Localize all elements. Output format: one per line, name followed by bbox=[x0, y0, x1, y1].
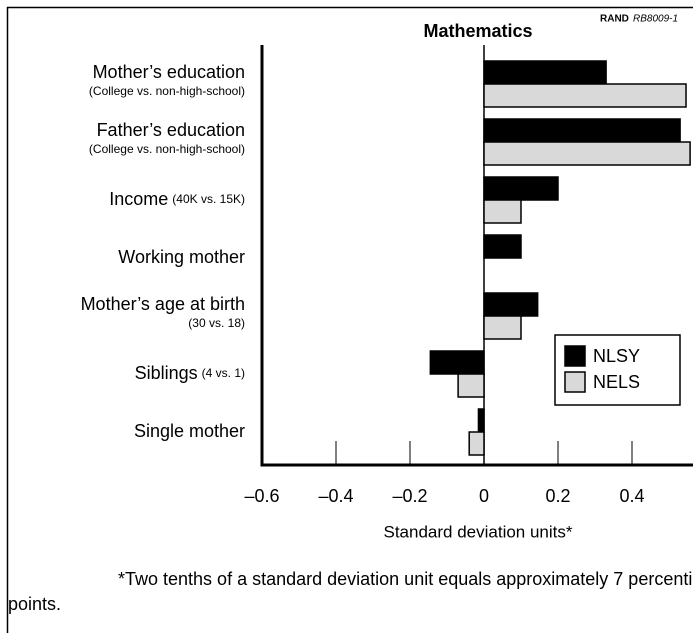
bar bbox=[483, 118, 681, 143]
bar bbox=[483, 176, 559, 201]
x-axis-label: Standard deviation units* bbox=[383, 522, 572, 541]
x-tick-label: 0 bbox=[479, 486, 489, 506]
category-name: Income bbox=[109, 189, 168, 209]
bar bbox=[483, 234, 522, 259]
category-label: Single mother bbox=[134, 421, 245, 441]
bar bbox=[483, 315, 522, 340]
legend-label: NLSY bbox=[593, 346, 640, 366]
category-note: (30 vs. 18) bbox=[188, 316, 245, 330]
category-label: Income (40K vs. 15K) bbox=[109, 189, 245, 209]
chart-title: Mathematics bbox=[423, 21, 532, 41]
legend-swatch bbox=[564, 371, 586, 393]
category-label: Mother’s education bbox=[93, 62, 245, 82]
legend-swatch bbox=[564, 345, 586, 367]
category-name: Mother’s age at birth bbox=[81, 294, 245, 314]
legend-label: NELS bbox=[593, 372, 640, 392]
category-name: Siblings bbox=[135, 363, 198, 383]
category-label: Father’s education bbox=[97, 120, 245, 140]
x-tick-label: 0.4 bbox=[619, 486, 644, 506]
category-note: (40K vs. 15K) bbox=[172, 192, 245, 206]
bar bbox=[477, 408, 485, 433]
source-label: RAND bbox=[600, 14, 629, 25]
bar bbox=[457, 373, 485, 398]
bar bbox=[483, 292, 539, 317]
bar bbox=[483, 83, 687, 108]
footnote: *Two tenths of a standard deviation unit… bbox=[8, 569, 693, 614]
category-name: Mother’s education bbox=[93, 62, 245, 82]
x-tick-label: –0.6 bbox=[244, 486, 279, 506]
category-note: (4 vs. 1) bbox=[202, 366, 245, 380]
bar bbox=[483, 199, 522, 224]
category-name: Single mother bbox=[134, 421, 245, 441]
source-id: RB8009-1 bbox=[633, 14, 678, 25]
category-name: Working mother bbox=[118, 247, 245, 267]
category-note: (College vs. non-high-school) bbox=[89, 84, 245, 98]
category-note: (College vs. non-high-school) bbox=[89, 142, 245, 156]
bar bbox=[483, 60, 607, 85]
category-label: Siblings (4 vs. 1) bbox=[135, 363, 245, 383]
bar bbox=[468, 431, 485, 456]
category-name: Father’s education bbox=[97, 120, 245, 140]
x-tick-label: –0.4 bbox=[318, 486, 353, 506]
bar bbox=[429, 350, 485, 375]
x-tick-label: 0.2 bbox=[545, 486, 570, 506]
category-label: Mother’s age at birth bbox=[81, 294, 245, 314]
category-label: Working mother bbox=[118, 247, 245, 267]
x-tick-label: –0.2 bbox=[392, 486, 427, 506]
bar bbox=[483, 141, 691, 166]
